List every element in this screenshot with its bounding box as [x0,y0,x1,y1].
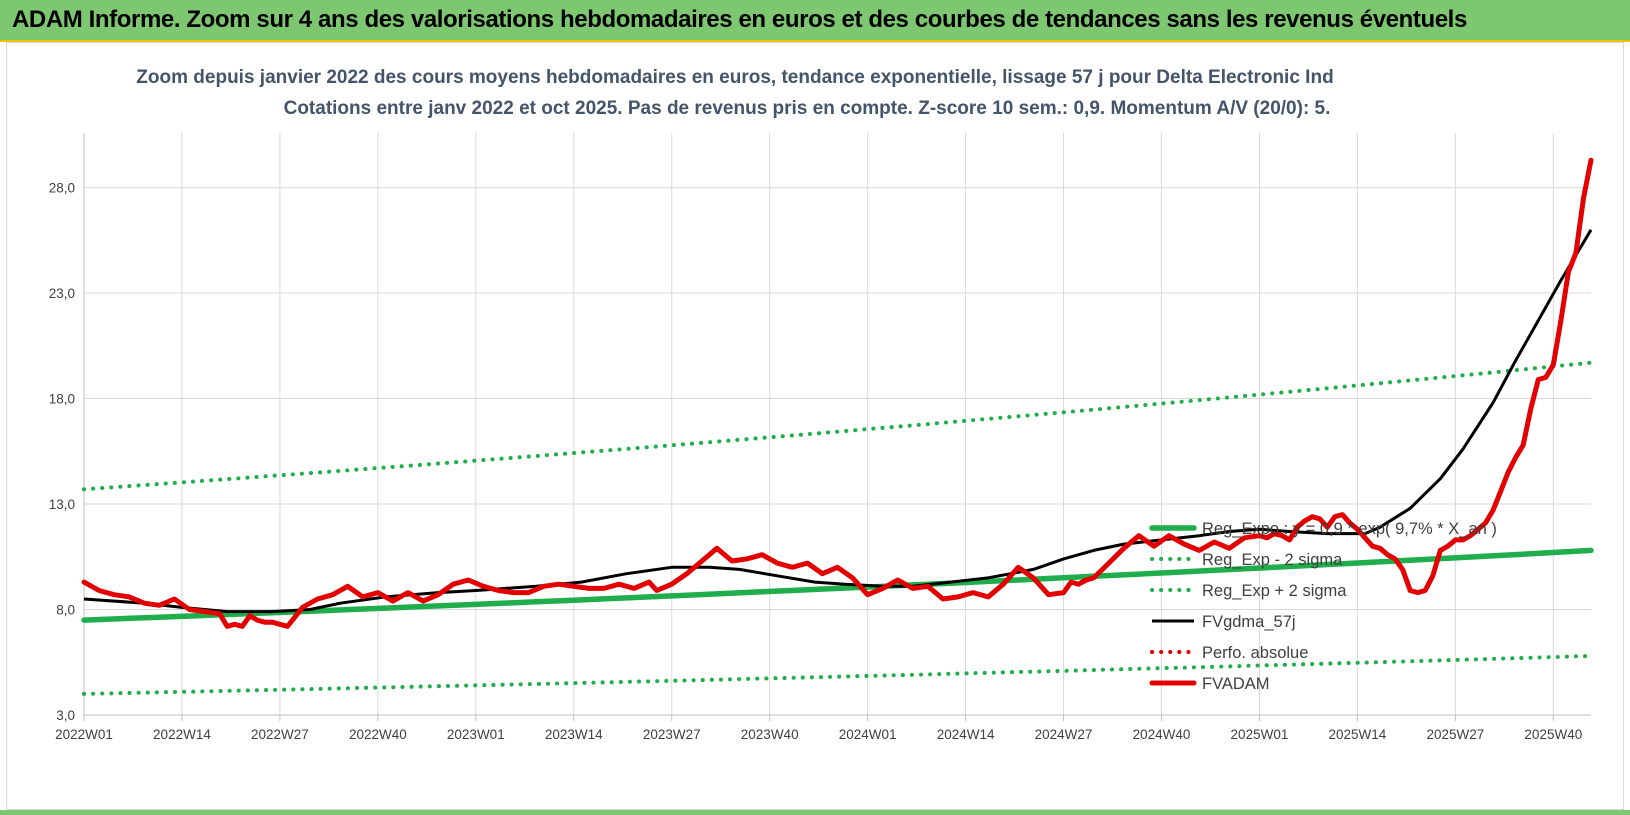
x-tick-label: 2023W01 [447,727,505,742]
x-tick-label: 2024W27 [1035,727,1093,742]
y-tick-label: 23,0 [49,286,75,301]
series-line-reg-exp-2-sigma [82,653,1593,696]
gridlines [84,133,1591,715]
x-tick-label: 2022W14 [153,727,211,742]
x-tick-label: 2022W01 [55,727,113,742]
x-tick-label: 2022W27 [251,727,309,742]
x-tick-label: 2023W14 [545,727,603,742]
chart-subtitle: Cotations entre janv 2022 et oct 2025. P… [284,98,1331,119]
x-tick-label: 2022W40 [349,727,407,742]
legend-label: Reg_Expo : y = 0,9 * exp( 9,7% * X_an ) [1202,520,1497,538]
header-bar: ADAM Informe. Zoom sur 4 ans des valoris… [0,0,1630,42]
x-tick-label: 2025W27 [1426,727,1484,742]
legend-label: Reg_Exp - 2 sigma [1202,551,1343,569]
x-tick-label: 2024W01 [839,727,897,742]
chart-title: Zoom depuis janvier 2022 des cours moyen… [136,67,1333,88]
y-tick-label: 3,0 [56,708,75,723]
chart-area: Zoom depuis janvier 2022 des cours moyen… [6,42,1624,810]
page-title: ADAM Informe. Zoom sur 4 ans des valoris… [12,6,1467,33]
x-tick-label: 2025W01 [1231,727,1289,742]
series-lines [81,157,1594,696]
series-line-fvgdma-57j [83,229,1593,614]
legend-label: FVgdma_57j [1202,613,1296,631]
legend-label: Perfo. absolue [1202,644,1308,662]
line-chart: Zoom depuis janvier 2022 des cours moyen… [49,67,1594,742]
series-line-fvadam [81,157,1594,629]
y-tick-label: 18,0 [49,392,75,407]
legend-label: Reg_Exp + 2 sigma [1202,582,1347,600]
series-line-reg-exp-2-sigma [82,360,1593,492]
x-tick-label: 2025W40 [1524,727,1582,742]
y-tick-label: 13,0 [49,497,75,512]
series-line-reg-expo-y-0-9-exp-9-7-x-an [81,547,1594,623]
legend-label: FVADAM [1202,675,1270,693]
footer-bar [0,810,1630,815]
legend: Reg_Expo : y = 0,9 * exp( 9,7% * X_an ) R… [1149,520,1497,693]
y-tick-label: 28,0 [49,181,75,196]
x-tick-label: 2024W40 [1133,727,1191,742]
x-tick-label: 2023W27 [643,727,701,742]
y-tick-label: 8,0 [56,603,75,618]
x-tick-label: 2023W40 [741,727,799,742]
x-tick-label: 2025W14 [1329,727,1387,742]
x-tick-label: 2024W14 [937,727,995,742]
